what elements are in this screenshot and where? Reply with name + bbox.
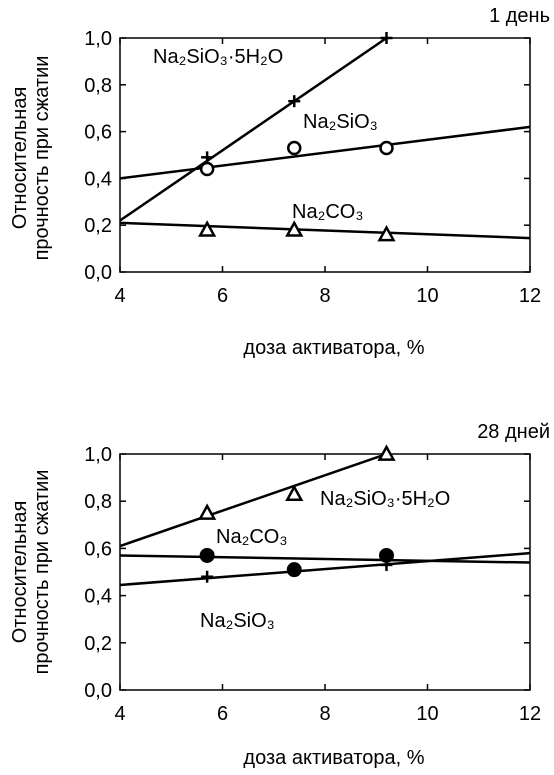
panel-1-axes: 4 6 8 10 12 0,0 0,2 0,4 0,6 0,8 1,0: [84, 28, 541, 307]
panel-1-series-2-point: [199, 161, 215, 177]
chart-panel-2: 28 дней Относительнаяпрочность при сжати…: [9, 421, 550, 769]
panel-1-series-3-point: [198, 220, 217, 237]
panel-2-series-label-na2co3: Na₂CO₃: [216, 526, 287, 548]
panel-2-series-label-na2sio3: Na₂SiO₃: [200, 610, 275, 632]
panel-2-markers: [198, 444, 396, 583]
panel-1-series-labels: Na₂SiO₃·5H₂O Na₂SiO₃ Na₂CO₃: [153, 46, 378, 223]
panel-1-trendlines: [119, 36, 531, 240]
panel-1-series-1-point: [201, 151, 214, 164]
panel-2-series-label-na2sio3-5h2o: Na₂SiO₃·5H₂O: [320, 488, 450, 510]
panel-1-y-tick-label: 0,0: [84, 262, 112, 284]
panel-2-series-labels: Na₂SiO₃·5H₂O Na₂CO₃ Na₂SiO₃: [200, 488, 450, 632]
panel-1-x-axis-label: доза активатора, %: [243, 337, 424, 359]
panel-1-series-2-point: [287, 140, 302, 156]
panel-1-trendline-1: [119, 36, 388, 222]
panel-2-trendline-2: [119, 554, 531, 564]
panel-2-x-tick-label: 8: [319, 703, 330, 725]
panel-1-x-tick-label: 4: [114, 285, 125, 307]
panel-1-trendline-2: [119, 125, 531, 180]
panel-1-x-tick-label: 12: [519, 285, 541, 307]
panel-1-series-label-na2sio3-5h2o: Na₂SiO₃·5H₂O: [153, 46, 283, 68]
panel-1-trendline-3: [119, 221, 531, 240]
panel-2-y-tick-label: 1,0: [84, 444, 112, 466]
panel-1-markers: [198, 32, 396, 242]
panel-2-x-tick-label: 6: [217, 703, 228, 725]
panel-2-x-tick-label: 4: [114, 703, 125, 725]
panel-2-series-2-point: [199, 547, 215, 563]
panel-2-series-1-point: [377, 444, 396, 461]
panel-2-y-tick-label: 0,4: [84, 586, 112, 608]
panel-2-title: 28 дней: [477, 421, 550, 443]
panel-2-y-tick-label: 0,2: [84, 633, 112, 655]
panel-1-y-tick-label: 0,6: [84, 122, 112, 144]
panel-1-series-3-point: [377, 224, 396, 242]
panel-2-series-1-point: [198, 503, 217, 520]
panel-2-trendline-1: [119, 452, 387, 548]
panel-1-series-2-point: [379, 140, 394, 156]
panel-2-series-3-point: [201, 570, 214, 583]
panel-2-y-tick-label: 0,8: [84, 491, 112, 513]
panel-2-series-3-point: [288, 563, 301, 576]
panel-1-series-label-na2co3: Na₂CO₃: [292, 201, 363, 223]
panel-1-series-1-point: [380, 32, 393, 44]
panel-1-title: 1 день: [489, 5, 550, 27]
panel-2-y-tick-label: 0,6: [84, 538, 112, 560]
chart-panel-1: 1 день Относительнаяпрочность при сжатии…: [9, 5, 550, 359]
panel-2-y-axis-label: Относительнаяпрочность при сжатии: [9, 470, 53, 675]
panel-1-series-1-point: [288, 95, 301, 108]
panel-1-y-tick-label: 0,8: [84, 75, 112, 97]
panel-1-x-tick-label: 6: [217, 285, 228, 307]
panel-2-x-tick-label: 12: [519, 703, 541, 725]
panel-2-y-tick-label: 0,0: [84, 680, 112, 702]
panel-1-y-tick-label: 1,0: [84, 28, 112, 50]
panel-2-axes: 4 6 8 10 12 0,0 0,2 0,4 0,6 0,8 1,0: [84, 444, 541, 725]
panel-1-x-tick-label: 8: [319, 285, 330, 307]
panel-1-x-tick-label: 10: [416, 285, 438, 307]
panel-2-series-1-point: [285, 484, 304, 501]
panel-1-series-label-na2sio3: Na₂SiO₃: [303, 111, 378, 133]
panel-2-x-tick-label: 10: [416, 703, 438, 725]
panel-2-x-axis-label: доза активатора, %: [243, 747, 424, 769]
panel-2-trendlines: [119, 452, 531, 587]
panel-2-series-3-point: [380, 558, 393, 571]
panel-2-trendline-3: [119, 551, 531, 587]
panel-1-y-tick-label: 0,4: [84, 168, 112, 190]
panel-1-y-tick-label: 0,2: [84, 215, 112, 237]
panel-1-series-3-point: [285, 220, 304, 237]
panel-1-y-axis-label: Относительнаяпрочность при сжатии: [9, 56, 53, 261]
